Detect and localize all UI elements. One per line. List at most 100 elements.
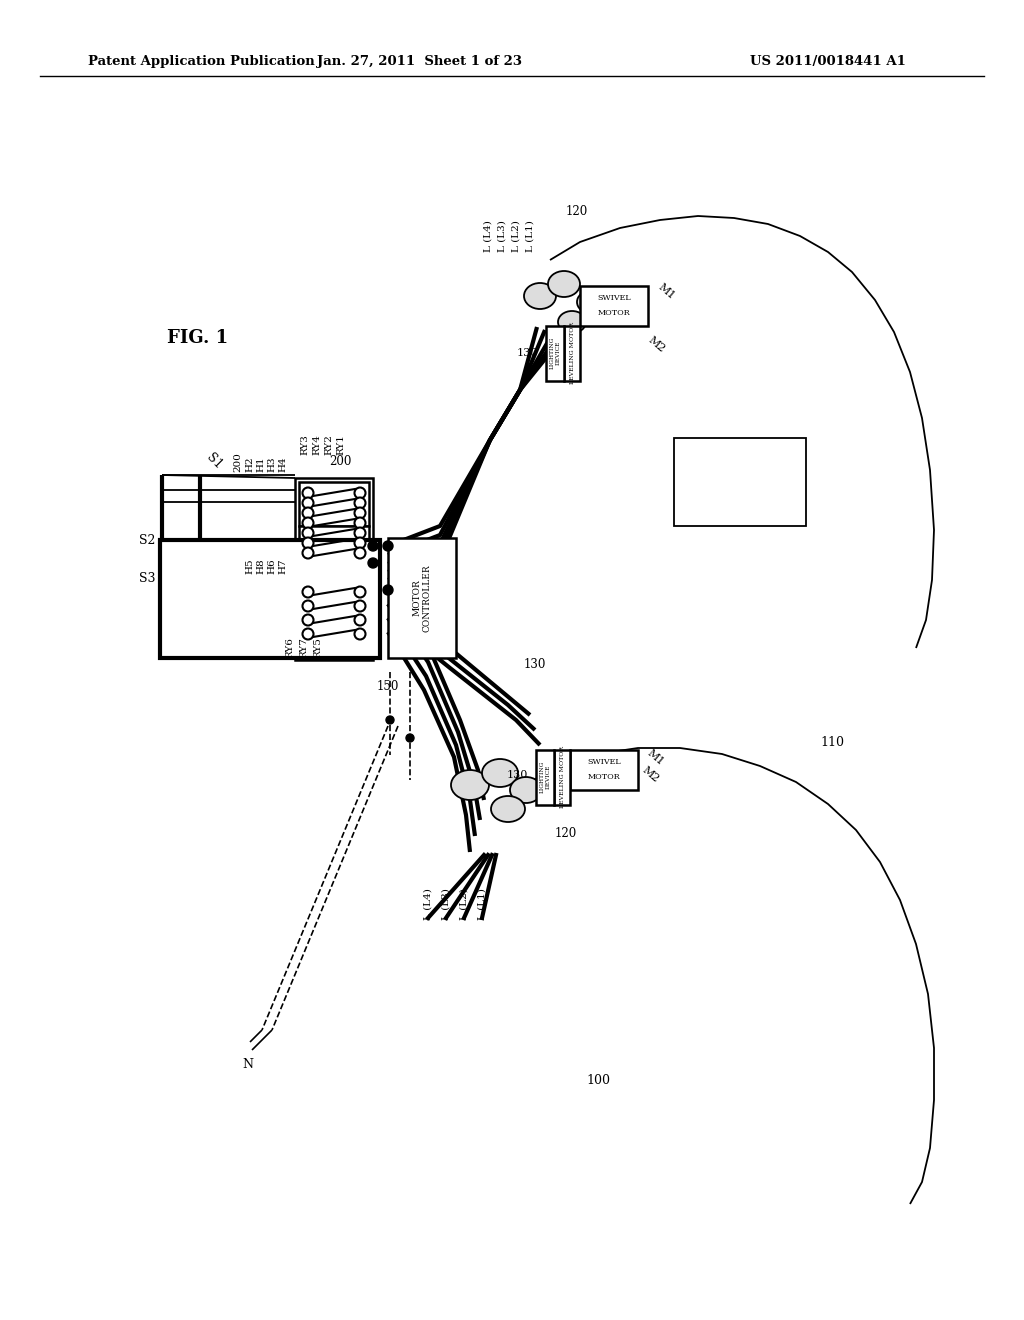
Circle shape (302, 498, 313, 508)
Text: 130: 130 (524, 659, 547, 672)
Text: M1: M1 (645, 748, 666, 768)
Text: MOTOR: MOTOR (588, 774, 621, 781)
Text: 100: 100 (586, 1073, 610, 1086)
Circle shape (354, 517, 366, 528)
Text: L (L3): L (L3) (498, 220, 507, 252)
Circle shape (354, 615, 366, 626)
Circle shape (354, 548, 366, 558)
Circle shape (302, 517, 313, 528)
Text: 150: 150 (377, 680, 399, 693)
Text: Patent Application Publication: Patent Application Publication (88, 55, 314, 69)
Bar (546, 326, 564, 381)
Text: RY1: RY1 (337, 434, 345, 455)
Text: RY3: RY3 (300, 434, 309, 455)
Text: RY2: RY2 (325, 434, 334, 455)
Text: 120: 120 (555, 828, 578, 840)
Ellipse shape (548, 271, 580, 297)
Circle shape (354, 601, 366, 611)
Circle shape (302, 548, 313, 558)
Text: N: N (243, 1059, 254, 1071)
Text: SWIVEL: SWIVEL (597, 294, 631, 302)
Ellipse shape (524, 282, 556, 309)
Circle shape (302, 528, 313, 539)
Text: 120: 120 (566, 205, 588, 218)
Bar (295, 478, 373, 570)
Circle shape (302, 507, 313, 519)
Text: MOTOR: MOTOR (598, 309, 631, 317)
Circle shape (354, 507, 366, 519)
Circle shape (354, 537, 366, 549)
Bar (580, 286, 648, 326)
Circle shape (302, 601, 313, 611)
Text: SWIVEL: SWIVEL (587, 758, 621, 766)
Text: L (L2): L (L2) (512, 220, 520, 252)
Text: L (L1): L (L1) (477, 888, 486, 920)
Text: H3: H3 (267, 457, 276, 473)
Text: LEVELING MOTOR: LEVELING MOTOR (559, 746, 564, 808)
Bar (160, 540, 380, 657)
Circle shape (406, 734, 414, 742)
Text: L (L2): L (L2) (460, 888, 469, 920)
Text: L (L1): L (L1) (525, 220, 535, 252)
Text: H7: H7 (279, 558, 288, 574)
Bar (299, 583, 369, 656)
Text: L (L4): L (L4) (483, 220, 493, 252)
Text: 130: 130 (517, 348, 538, 358)
Bar (536, 750, 554, 805)
Text: RY4: RY4 (312, 434, 322, 455)
Ellipse shape (451, 770, 489, 800)
Text: S2: S2 (138, 533, 155, 546)
Text: LIGHTING
DEVICE: LIGHTING DEVICE (540, 760, 551, 793)
Circle shape (354, 628, 366, 639)
Text: S3: S3 (138, 572, 155, 585)
Bar (388, 539, 456, 657)
Bar (295, 579, 373, 660)
Text: FIG. 1: FIG. 1 (168, 329, 228, 347)
Text: 200: 200 (233, 453, 243, 473)
Circle shape (302, 615, 313, 626)
Text: 130: 130 (507, 770, 528, 780)
Text: Jan. 27, 2011  Sheet 1 of 23: Jan. 27, 2011 Sheet 1 of 23 (317, 55, 522, 69)
Circle shape (302, 586, 313, 598)
Text: M2: M2 (640, 766, 660, 785)
Circle shape (302, 537, 313, 549)
Text: 110: 110 (820, 735, 844, 748)
Bar (570, 750, 638, 789)
Text: RY5: RY5 (313, 638, 323, 657)
Circle shape (383, 585, 393, 595)
Text: LEVELING MOTOR: LEVELING MOTOR (569, 322, 574, 384)
Text: H2: H2 (246, 457, 255, 473)
Circle shape (386, 715, 394, 723)
Text: H8: H8 (256, 558, 265, 574)
Text: RY6: RY6 (286, 638, 295, 657)
Circle shape (368, 558, 378, 568)
Bar (564, 326, 580, 381)
Text: RY7: RY7 (299, 638, 308, 657)
Text: 200: 200 (329, 455, 351, 469)
Text: L (L4): L (L4) (424, 888, 432, 920)
Circle shape (302, 628, 313, 639)
Circle shape (368, 541, 378, 550)
Ellipse shape (482, 759, 518, 787)
Bar (299, 525, 369, 566)
Circle shape (354, 487, 366, 499)
Ellipse shape (577, 290, 603, 313)
Text: H4: H4 (279, 457, 288, 473)
Text: H1: H1 (256, 457, 265, 473)
Text: M2: M2 (646, 335, 667, 355)
Text: M1: M1 (656, 282, 677, 302)
Text: L (L3): L (L3) (441, 888, 451, 920)
Bar (554, 750, 570, 805)
Ellipse shape (490, 796, 525, 822)
Ellipse shape (558, 312, 586, 333)
Text: US 2011/0018441 A1: US 2011/0018441 A1 (750, 55, 906, 69)
Bar (299, 482, 369, 525)
Circle shape (354, 498, 366, 508)
Text: H6: H6 (267, 558, 276, 574)
Circle shape (302, 487, 313, 499)
Text: MOTOR
CONTROLLER: MOTOR CONTROLLER (413, 564, 432, 632)
Text: LIGHTING
DEVICE: LIGHTING DEVICE (550, 337, 560, 370)
Circle shape (354, 586, 366, 598)
Text: S1: S1 (204, 451, 225, 473)
Circle shape (383, 541, 393, 550)
